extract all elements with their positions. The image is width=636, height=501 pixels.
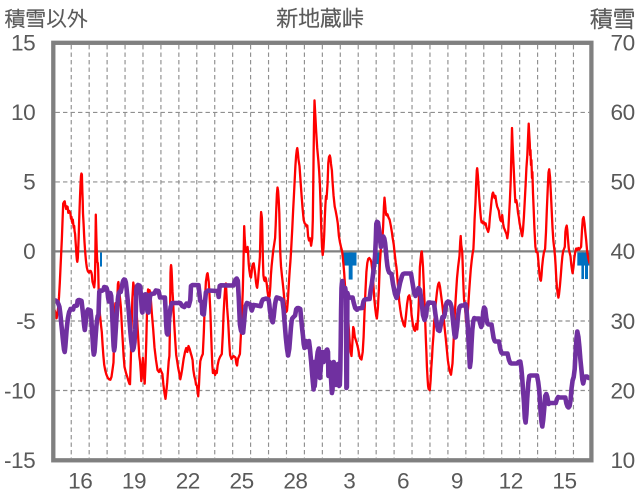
svg-text:10: 10: [11, 100, 35, 125]
svg-text:25: 25: [230, 469, 254, 494]
svg-text:0: 0: [23, 239, 35, 264]
svg-text:15: 15: [552, 469, 576, 494]
svg-text:70: 70: [611, 31, 635, 56]
svg-text:15: 15: [11, 31, 35, 56]
svg-text:40: 40: [611, 239, 635, 264]
svg-text:-5: -5: [16, 309, 35, 334]
svg-text:22: 22: [176, 469, 200, 494]
svg-text:3: 3: [343, 469, 355, 494]
svg-text:50: 50: [611, 170, 635, 195]
svg-text:10: 10: [611, 448, 635, 473]
svg-text:28: 28: [283, 469, 307, 494]
svg-text:60: 60: [611, 100, 635, 125]
svg-text:30: 30: [611, 309, 635, 334]
svg-text:12: 12: [499, 469, 523, 494]
svg-text:20: 20: [611, 378, 635, 403]
svg-text:16: 16: [68, 469, 92, 494]
svg-text:9: 9: [451, 469, 463, 494]
svg-text:-10: -10: [4, 378, 35, 403]
svg-text:-15: -15: [4, 448, 35, 473]
svg-text:19: 19: [122, 469, 146, 494]
svg-text:5: 5: [23, 170, 35, 195]
svg-text:6: 6: [397, 469, 409, 494]
